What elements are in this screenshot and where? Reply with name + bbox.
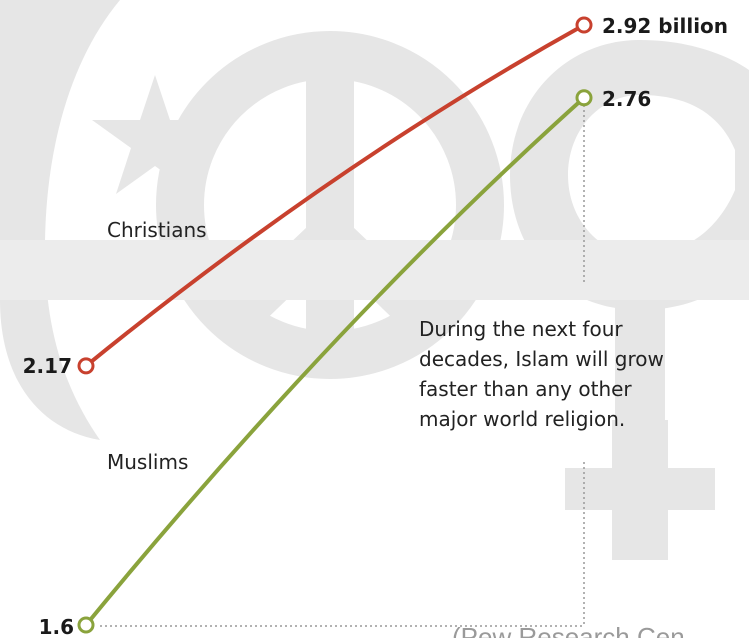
venus-icon-cross bbox=[565, 420, 715, 560]
data-point-muslims-end bbox=[575, 89, 593, 107]
data-point-muslims-start bbox=[77, 616, 95, 634]
series-line-christians bbox=[84, 23, 586, 368]
peace-icon-branch bbox=[220, 205, 440, 335]
star-crescent-icon bbox=[0, 0, 120, 440]
data-point-christians-end bbox=[575, 16, 593, 34]
data-point-christians-start bbox=[77, 357, 95, 375]
series-line-muslims bbox=[84, 95, 586, 627]
annotation-note: During the next four decades, Islam will… bbox=[419, 317, 664, 431]
value-label-muslims-start: 1.6 bbox=[39, 615, 74, 638]
series-label-muslims: Muslims bbox=[107, 450, 188, 474]
background-band bbox=[0, 240, 749, 300]
background-symbols-watermark bbox=[0, 0, 749, 560]
venus-icon-neck bbox=[615, 300, 665, 430]
annotation-line: major world religion. bbox=[419, 407, 625, 431]
value-label-christians-end: 2.92 billion bbox=[602, 14, 728, 38]
source-credit: (Pew Research Cen bbox=[452, 622, 685, 638]
value-label-muslims-end: 2.76 bbox=[602, 87, 651, 111]
value-label-christians-start: 2.17 bbox=[23, 354, 72, 378]
series-layer bbox=[77, 16, 593, 634]
annotation-line: During the next four bbox=[419, 317, 623, 341]
series-label-christians: Christians bbox=[107, 218, 207, 242]
annotation-line: faster than any other bbox=[419, 377, 632, 401]
annotation-line: decades, Islam will grow bbox=[419, 347, 664, 371]
star-icon bbox=[92, 75, 218, 194]
